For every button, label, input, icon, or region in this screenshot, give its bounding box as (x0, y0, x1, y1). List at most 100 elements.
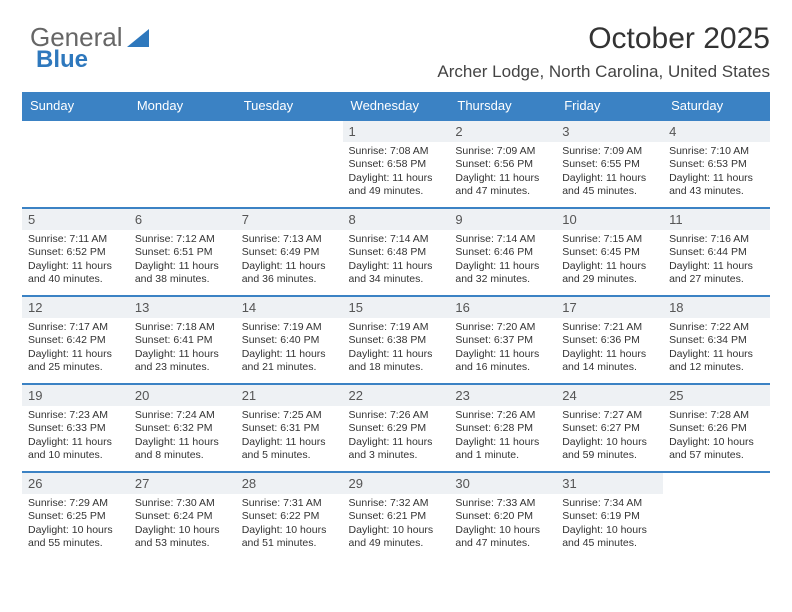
day-number: 9 (449, 209, 556, 230)
day-details: Sunrise: 7:09 AMSunset: 6:55 PMDaylight:… (556, 142, 663, 204)
day-details: Sunrise: 7:31 AMSunset: 6:22 PMDaylight:… (236, 494, 343, 556)
calendar-cell: 19Sunrise: 7:23 AMSunset: 6:33 PMDayligh… (22, 384, 129, 472)
calendar-cell: 3Sunrise: 7:09 AMSunset: 6:55 PMDaylight… (556, 120, 663, 208)
day-details: Sunrise: 7:17 AMSunset: 6:42 PMDaylight:… (22, 318, 129, 380)
day-number: 12 (22, 297, 129, 318)
day-number: 4 (663, 121, 770, 142)
day-details: Sunrise: 7:21 AMSunset: 6:36 PMDaylight:… (556, 318, 663, 380)
day-number: 2 (449, 121, 556, 142)
calendar-table: SundayMondayTuesdayWednesdayThursdayFrid… (22, 92, 770, 560)
day-number: 26 (22, 473, 129, 494)
weekday-header: Tuesday (236, 92, 343, 120)
day-details: Sunrise: 7:26 AMSunset: 6:29 PMDaylight:… (343, 406, 450, 468)
day-details: Sunrise: 7:34 AMSunset: 6:19 PMDaylight:… (556, 494, 663, 556)
day-details: Sunrise: 7:12 AMSunset: 6:51 PMDaylight:… (129, 230, 236, 292)
day-number: 27 (129, 473, 236, 494)
calendar-cell (663, 472, 770, 560)
calendar-week-row: 19Sunrise: 7:23 AMSunset: 6:33 PMDayligh… (22, 384, 770, 472)
day-details: Sunrise: 7:23 AMSunset: 6:33 PMDaylight:… (22, 406, 129, 468)
calendar-cell: 26Sunrise: 7:29 AMSunset: 6:25 PMDayligh… (22, 472, 129, 560)
day-number: 30 (449, 473, 556, 494)
calendar-cell (22, 120, 129, 208)
day-number: 1 (343, 121, 450, 142)
day-details: Sunrise: 7:27 AMSunset: 6:27 PMDaylight:… (556, 406, 663, 468)
calendar-cell: 1Sunrise: 7:08 AMSunset: 6:58 PMDaylight… (343, 120, 450, 208)
calendar-cell: 7Sunrise: 7:13 AMSunset: 6:49 PMDaylight… (236, 208, 343, 296)
calendar-cell: 20Sunrise: 7:24 AMSunset: 6:32 PMDayligh… (129, 384, 236, 472)
day-details: Sunrise: 7:24 AMSunset: 6:32 PMDaylight:… (129, 406, 236, 468)
day-details: Sunrise: 7:26 AMSunset: 6:28 PMDaylight:… (449, 406, 556, 468)
day-number: 15 (343, 297, 450, 318)
calendar-cell: 9Sunrise: 7:14 AMSunset: 6:46 PMDaylight… (449, 208, 556, 296)
day-number: 8 (343, 209, 450, 230)
weekday-header: Saturday (663, 92, 770, 120)
calendar-cell: 8Sunrise: 7:14 AMSunset: 6:48 PMDaylight… (343, 208, 450, 296)
day-details: Sunrise: 7:19 AMSunset: 6:38 PMDaylight:… (343, 318, 450, 380)
day-number: 19 (22, 385, 129, 406)
day-number: 13 (129, 297, 236, 318)
day-details: Sunrise: 7:18 AMSunset: 6:41 PMDaylight:… (129, 318, 236, 380)
weekday-header: Monday (129, 92, 236, 120)
day-details: Sunrise: 7:29 AMSunset: 6:25 PMDaylight:… (22, 494, 129, 556)
day-details: Sunrise: 7:15 AMSunset: 6:45 PMDaylight:… (556, 230, 663, 292)
calendar-week-row: 12Sunrise: 7:17 AMSunset: 6:42 PMDayligh… (22, 296, 770, 384)
day-details: Sunrise: 7:30 AMSunset: 6:24 PMDaylight:… (129, 494, 236, 556)
calendar-cell: 14Sunrise: 7:19 AMSunset: 6:40 PMDayligh… (236, 296, 343, 384)
day-number: 17 (556, 297, 663, 318)
day-number: 24 (556, 385, 663, 406)
day-number: 6 (129, 209, 236, 230)
calendar-cell: 5Sunrise: 7:11 AMSunset: 6:52 PMDaylight… (22, 208, 129, 296)
day-number: 28 (236, 473, 343, 494)
day-details: Sunrise: 7:25 AMSunset: 6:31 PMDaylight:… (236, 406, 343, 468)
day-details: Sunrise: 7:14 AMSunset: 6:46 PMDaylight:… (449, 230, 556, 292)
calendar-cell: 17Sunrise: 7:21 AMSunset: 6:36 PMDayligh… (556, 296, 663, 384)
calendar-cell (236, 120, 343, 208)
calendar-cell: 11Sunrise: 7:16 AMSunset: 6:44 PMDayligh… (663, 208, 770, 296)
calendar-cell: 18Sunrise: 7:22 AMSunset: 6:34 PMDayligh… (663, 296, 770, 384)
day-details: Sunrise: 7:16 AMSunset: 6:44 PMDaylight:… (663, 230, 770, 292)
calendar-cell: 21Sunrise: 7:25 AMSunset: 6:31 PMDayligh… (236, 384, 343, 472)
calendar-cell: 10Sunrise: 7:15 AMSunset: 6:45 PMDayligh… (556, 208, 663, 296)
calendar-cell: 13Sunrise: 7:18 AMSunset: 6:41 PMDayligh… (129, 296, 236, 384)
day-number: 11 (663, 209, 770, 230)
day-details: Sunrise: 7:19 AMSunset: 6:40 PMDaylight:… (236, 318, 343, 380)
calendar-week-row: 26Sunrise: 7:29 AMSunset: 6:25 PMDayligh… (22, 472, 770, 560)
day-details: Sunrise: 7:10 AMSunset: 6:53 PMDaylight:… (663, 142, 770, 204)
day-number: 25 (663, 385, 770, 406)
day-number: 23 (449, 385, 556, 406)
day-number: 14 (236, 297, 343, 318)
day-number: 18 (663, 297, 770, 318)
calendar-cell: 30Sunrise: 7:33 AMSunset: 6:20 PMDayligh… (449, 472, 556, 560)
day-details: Sunrise: 7:20 AMSunset: 6:37 PMDaylight:… (449, 318, 556, 380)
day-number: 10 (556, 209, 663, 230)
weekday-header: Sunday (22, 92, 129, 120)
day-number: 5 (22, 209, 129, 230)
calendar-cell: 15Sunrise: 7:19 AMSunset: 6:38 PMDayligh… (343, 296, 450, 384)
calendar-cell: 29Sunrise: 7:32 AMSunset: 6:21 PMDayligh… (343, 472, 450, 560)
day-number: 22 (343, 385, 450, 406)
day-number: 20 (129, 385, 236, 406)
calendar-cell: 16Sunrise: 7:20 AMSunset: 6:37 PMDayligh… (449, 296, 556, 384)
calendar-cell: 6Sunrise: 7:12 AMSunset: 6:51 PMDaylight… (129, 208, 236, 296)
calendar-week-row: 5Sunrise: 7:11 AMSunset: 6:52 PMDaylight… (22, 208, 770, 296)
day-number: 7 (236, 209, 343, 230)
weekday-header: Wednesday (343, 92, 450, 120)
location-subtitle: Archer Lodge, North Carolina, United Sta… (22, 62, 770, 82)
day-number: 31 (556, 473, 663, 494)
day-number: 3 (556, 121, 663, 142)
calendar-cell: 2Sunrise: 7:09 AMSunset: 6:56 PMDaylight… (449, 120, 556, 208)
calendar-cell: 24Sunrise: 7:27 AMSunset: 6:27 PMDayligh… (556, 384, 663, 472)
calendar-cell: 4Sunrise: 7:10 AMSunset: 6:53 PMDaylight… (663, 120, 770, 208)
logo-triangle-icon (127, 29, 149, 47)
day-details: Sunrise: 7:22 AMSunset: 6:34 PMDaylight:… (663, 318, 770, 380)
day-number: 29 (343, 473, 450, 494)
calendar-cell: 31Sunrise: 7:34 AMSunset: 6:19 PMDayligh… (556, 472, 663, 560)
calendar-body: 1Sunrise: 7:08 AMSunset: 6:58 PMDaylight… (22, 120, 770, 560)
day-details: Sunrise: 7:28 AMSunset: 6:26 PMDaylight:… (663, 406, 770, 468)
day-details: Sunrise: 7:11 AMSunset: 6:52 PMDaylight:… (22, 230, 129, 292)
day-details: Sunrise: 7:14 AMSunset: 6:48 PMDaylight:… (343, 230, 450, 292)
calendar-cell: 25Sunrise: 7:28 AMSunset: 6:26 PMDayligh… (663, 384, 770, 472)
calendar-week-row: 1Sunrise: 7:08 AMSunset: 6:58 PMDaylight… (22, 120, 770, 208)
calendar-cell: 22Sunrise: 7:26 AMSunset: 6:29 PMDayligh… (343, 384, 450, 472)
calendar-cell: 23Sunrise: 7:26 AMSunset: 6:28 PMDayligh… (449, 384, 556, 472)
